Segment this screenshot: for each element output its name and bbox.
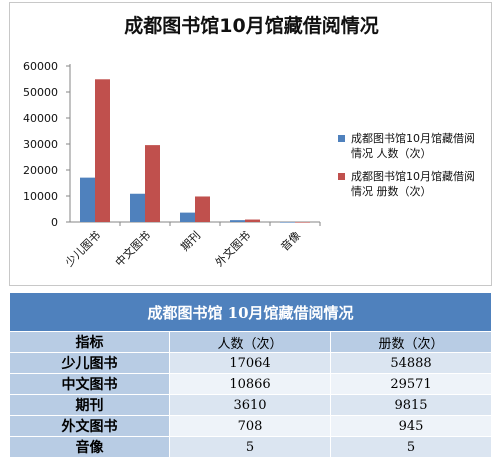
table-row: 中文图书 10866 29571 xyxy=(9,373,493,395)
bar-volumes xyxy=(295,221,310,223)
cell-volumes: 54888 xyxy=(329,352,493,374)
y-tick-label: 10000 xyxy=(23,190,58,203)
x-tick-label: 期刊 xyxy=(178,229,203,254)
x-tick-label: 外文图书 xyxy=(212,228,253,269)
bar-persons xyxy=(280,221,295,223)
bar-volumes xyxy=(195,196,210,222)
table-row: 音像 5 5 xyxy=(9,436,493,458)
row-label: 外文图书 xyxy=(9,415,170,437)
bar-persons xyxy=(230,220,245,222)
table-row: 期刊 3610 9815 xyxy=(9,394,493,416)
row-label: 中文图书 xyxy=(9,373,170,395)
bar-volumes xyxy=(245,219,260,222)
cell-volumes: 9815 xyxy=(329,394,493,416)
y-tick-label: 0 xyxy=(51,216,58,229)
cell-volumes: 945 xyxy=(329,415,493,437)
cell-persons: 3610 xyxy=(169,394,331,416)
table-header-persons: 人数（次） xyxy=(169,331,331,353)
table-header-row: 指标 人数（次） 册数（次） xyxy=(9,331,493,353)
chart-legend: 成都图书馆10月馆藏借阅情况 人数（次） 成都图书馆10月馆藏借阅情况 册数（次… xyxy=(338,131,488,207)
cell-persons: 10866 xyxy=(169,373,331,395)
bar-persons xyxy=(180,212,195,222)
legend-swatch-volumes xyxy=(338,173,345,180)
cell-volumes: 5 xyxy=(329,436,493,458)
x-tick-label: 少儿图书 xyxy=(63,229,103,269)
legend-item-persons: 成都图书馆10月馆藏借阅情况 人数（次） xyxy=(338,131,488,161)
cell-persons: 5 xyxy=(169,436,331,458)
legend-item-volumes: 成都图书馆10月馆藏借阅情况 册数（次） xyxy=(338,169,488,199)
cell-volumes: 29571 xyxy=(329,373,493,395)
bar-volumes xyxy=(145,145,160,222)
y-tick-label: 50000 xyxy=(23,86,58,99)
chart-container: 成都图书馆10月馆藏借阅情况 0 10000 20000 30000 40000 5000… xyxy=(9,2,492,286)
y-tick-label: 30000 xyxy=(23,138,58,151)
y-tick-label: 60000 xyxy=(23,60,58,73)
table-row: 少儿图书 17064 54888 xyxy=(9,352,493,374)
table-header-indicator: 指标 xyxy=(9,331,170,353)
y-tick-label: 40000 xyxy=(23,112,58,125)
bar-chart: 0 10000 20000 30000 40000 50000 60000 少儿图书 中文图书期… xyxy=(23,60,321,269)
cell-persons: 17064 xyxy=(169,352,331,374)
bar-volumes xyxy=(95,79,110,222)
bar-persons xyxy=(80,177,95,222)
x-tick-label: 中文图书 xyxy=(112,228,153,269)
data-table: 成都图书馆 10月馆藏借阅情况 指标 人数（次） 册数（次） 少儿图书 1706… xyxy=(8,292,493,458)
bar-persons xyxy=(130,193,145,222)
legend-label-persons: 成都图书馆10月馆藏借阅情况 人数（次） xyxy=(351,132,475,160)
cell-persons: 708 xyxy=(169,415,331,437)
row-label: 期刊 xyxy=(9,394,170,416)
row-label: 音像 xyxy=(9,436,170,458)
table-header-volumes: 册数（次） xyxy=(329,331,493,353)
chart-title: 成都图书馆10月馆藏借阅情况 xyxy=(124,15,379,37)
x-tick-label: 音像 xyxy=(278,228,303,253)
legend-swatch-persons xyxy=(338,135,345,142)
table-title: 成都图书馆 10月馆藏借阅情况 xyxy=(8,292,493,332)
table-row: 外文图书 708 945 xyxy=(9,415,493,437)
row-label: 少儿图书 xyxy=(9,352,170,374)
y-tick-label: 20000 xyxy=(23,164,58,177)
legend-label-volumes: 成都图书馆10月馆藏借阅情况 册数（次） xyxy=(351,170,475,198)
